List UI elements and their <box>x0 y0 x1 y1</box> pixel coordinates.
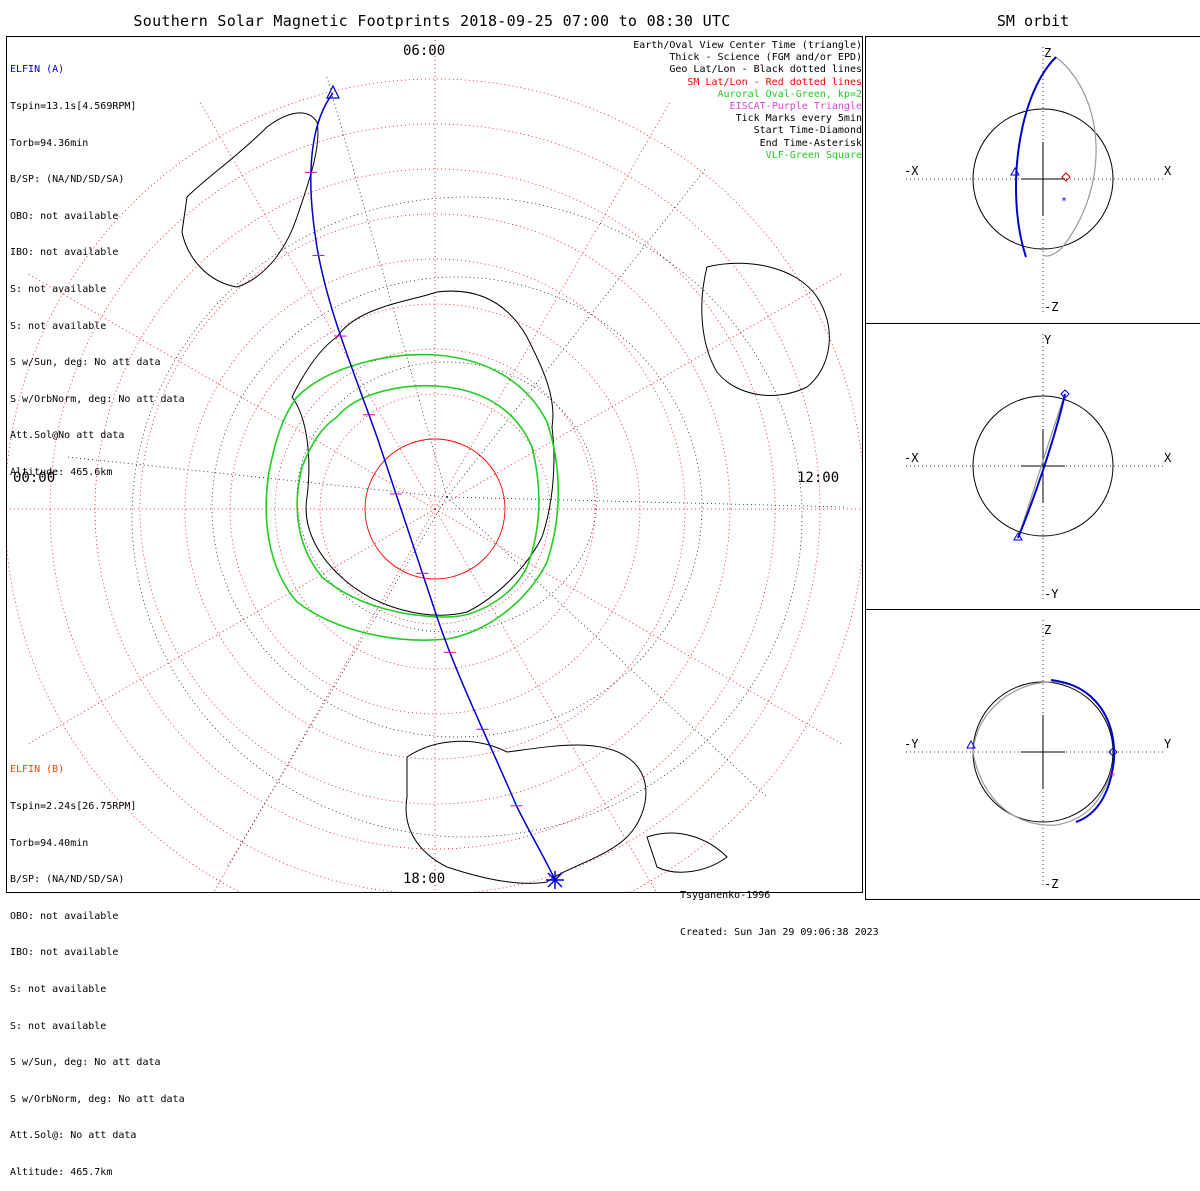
orbit-panel-title: SM orbit <box>996 12 1070 30</box>
axis-top-label: Z <box>1044 46 1051 60</box>
info-line: S w/OrbNorm, deg: No att data <box>10 1093 185 1105</box>
axis-right-label: X <box>1164 164 1172 178</box>
sm-longitude-line <box>434 508 843 745</box>
info-line: Torb=94.40min <box>10 837 89 849</box>
axis-left-label: -Y <box>904 737 919 751</box>
legend-entry: SM Lat/Lon - Red dotted lines <box>687 76 862 88</box>
info-line: Tspin=2.24s[26.75RPM] <box>10 801 137 812</box>
model-credit: Tsyganenko-1996 <box>680 890 771 902</box>
legend-entry: Start Time-Diamond <box>753 125 862 137</box>
end-asterisk-marker <box>546 871 564 889</box>
info-line: S: not available <box>10 283 107 295</box>
elfin-a-footprint-track <box>310 92 556 881</box>
sm-longitude-line <box>434 101 671 510</box>
orbit-panel-yz: * Z -Z -Y Y <box>865 609 1200 900</box>
coastlines <box>181 112 830 884</box>
sm-longitude-line <box>213 508 436 892</box>
orbit-panel-xy: Y -Y -X X <box>865 323 1200 610</box>
created-timestamp: Created: Sun Jan 29 09:06:38 2023 <box>680 927 879 939</box>
axis-bottom-label: -Z <box>1044 877 1058 891</box>
geo-latlon-lines <box>66 76 848 868</box>
axis-bottom-label: -Y <box>1044 587 1059 601</box>
mlt-label-12: 12:00 <box>797 470 840 486</box>
australia-coastline <box>701 262 830 396</box>
legend: Earth/Oval View Center Time (triangle) Th… <box>633 40 862 162</box>
info-line: S w/Sun, deg: No att data <box>10 357 161 369</box>
orbit-plot-xy: Y -Y -X X <box>904 333 1172 601</box>
info-line: S: not available <box>10 320 107 332</box>
footprint-map-svg <box>7 39 862 892</box>
orbit-panel-xz: * Z -Z -X X <box>865 36 1200 324</box>
info-line: Att.Sol@: No att data <box>10 1130 137 1142</box>
info-line: B/SP: (NA/ND/SD/SA) <box>10 874 125 886</box>
axis-top-label: Z <box>1044 623 1051 637</box>
info-line: S: not available <box>10 1020 107 1032</box>
info-line: Tspin=13.1s[4.569RPM] <box>10 101 137 112</box>
south-america-coastline <box>405 740 647 884</box>
end-asterisk-marker: * <box>1109 770 1116 783</box>
legend-entry: End Time-Asterisk <box>759 137 862 149</box>
axis-top-label: Y <box>1044 333 1052 347</box>
elfin-a-name: ELFIN (A) <box>10 64 65 76</box>
info-line: OBO: not available <box>10 910 119 922</box>
mlt-label-18: 18:00 <box>403 871 446 887</box>
mlt-label-06: 06:00 <box>403 43 446 59</box>
sm-latitude-ring <box>139 213 731 805</box>
antarctica-coastline <box>291 290 555 616</box>
info-line: Altitude: 465.6km <box>10 466 113 478</box>
info-line: Att.Sol@No att data <box>10 430 125 442</box>
nz-coastline <box>646 832 728 873</box>
auroral-oval-equatorward <box>265 353 559 641</box>
auroral-oval <box>265 353 559 641</box>
sm-longitude-line <box>27 508 436 745</box>
sm-latitude-ring <box>319 393 551 625</box>
sm-longitude-line <box>434 273 843 510</box>
footprint-map: 06:00 00:00 12:00 18:00 <box>6 36 863 893</box>
axis-left-label: -X <box>904 451 919 465</box>
start-triangle-marker <box>326 84 340 99</box>
end-asterisk-marker: * <box>1061 196 1067 207</box>
axis-left-label: -X <box>904 164 919 178</box>
legend-entry: Thick - Science (FGM and/or EPD) <box>669 52 862 64</box>
axis-bottom-label: -Z <box>1044 300 1058 314</box>
legend-entry: Geo Lat/Lon - Black dotted lines <box>669 64 862 76</box>
info-line: S: not available <box>10 983 107 995</box>
elfin-a-info: ELFIN (A) Tspin=13.1s[4.569RPM] Torb=94.… <box>10 40 185 491</box>
info-line: B/SP: (NA/ND/SD/SA) <box>10 174 125 186</box>
legend-entry: Earth/Oval View Center Time (triangle) <box>633 40 862 51</box>
info-line: Torb=94.36min <box>10 137 89 149</box>
axis-right-label: X <box>1164 451 1172 465</box>
elfin-b-name: ELFIN (B) <box>10 764 65 776</box>
legend-entry: VLF-Green Square <box>765 149 862 161</box>
info-line: S w/Sun, deg: No att data <box>10 1057 161 1069</box>
legend-entry: Tick Marks every 5min <box>735 113 862 125</box>
axis-right-label: Y <box>1164 737 1172 751</box>
orbit-plot-xz: * Z -Z -X X <box>904 46 1172 314</box>
auroral-oval-poleward <box>296 384 540 618</box>
chart-title: Southern Solar Magnetic Footprints 2018-… <box>133 12 731 30</box>
legend-entry: Auroral Oval-Green, kp=2 <box>717 88 863 100</box>
info-line: IBO: not available <box>10 247 119 259</box>
legend-entry: EISCAT-Purple Triangle <box>729 100 862 112</box>
sm-latitude-ring <box>184 258 686 760</box>
info-line: IBO: not available <box>10 947 119 959</box>
orbit-plot-yz: * Z -Z -Y Y <box>904 620 1172 891</box>
mlt-label-00: 00:00 <box>13 470 56 486</box>
sm-longitude-line <box>199 101 436 510</box>
info-line: S w/OrbNorm, deg: No att data <box>10 393 185 405</box>
credit: Tsyganenko-1996 Created: Sun Jan 29 09:0… <box>680 866 879 951</box>
elfin-b-info: ELFIN (B) Tspin=2.24s[26.75RPM] Torb=94.… <box>10 740 185 1191</box>
info-line: OBO: not available <box>10 210 119 222</box>
africa-coastline <box>181 112 319 288</box>
sm-latitude-ring <box>364 438 506 580</box>
tick-marks <box>304 171 523 807</box>
info-line: Altitude: 465.7km <box>10 1166 113 1178</box>
